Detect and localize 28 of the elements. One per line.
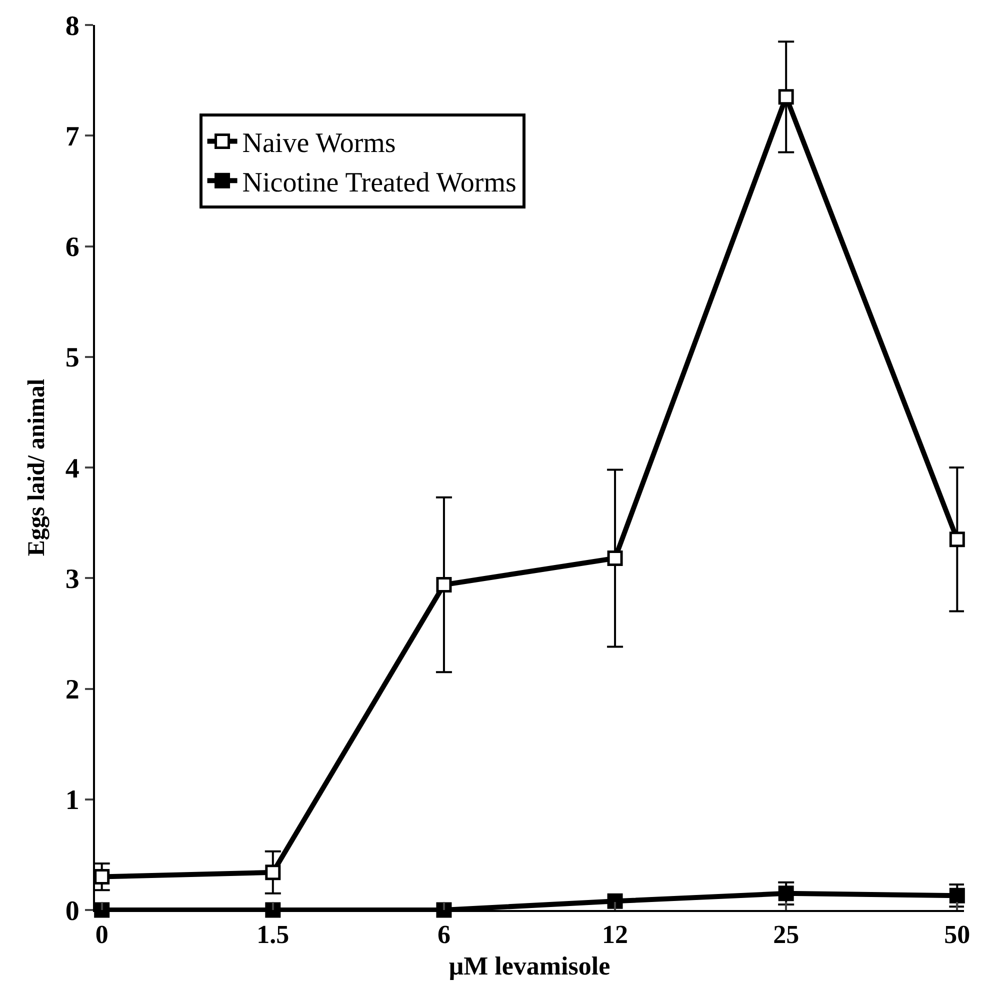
- y-tick-label: 7: [65, 121, 80, 152]
- x-tick-label: 6: [437, 920, 450, 950]
- point: [949, 888, 965, 904]
- y-tick-label: 2: [65, 674, 80, 706]
- point: [436, 577, 452, 593]
- legend-label: Naive Worms: [242, 128, 396, 160]
- y-tick-label: 4: [65, 453, 80, 484]
- x-tick-label: 25: [773, 920, 800, 950]
- y-tick-label: 3: [65, 564, 80, 595]
- point: [607, 550, 623, 566]
- point: [607, 893, 623, 909]
- y-tick-label: 5: [65, 342, 80, 374]
- y-tick-label: 1: [65, 785, 80, 816]
- point: [778, 886, 794, 902]
- point: [778, 89, 794, 105]
- x-tick-label: 1.5: [256, 920, 290, 950]
- point: [949, 532, 965, 548]
- x-axis-title: μM levamisole: [448, 951, 610, 980]
- point: [265, 864, 281, 880]
- x-tick-label: 0: [95, 920, 108, 950]
- y-tick-label: 8: [65, 10, 80, 42]
- legend-label: Nicotine Treated Worms: [242, 168, 516, 199]
- y-tick-label: 6: [65, 232, 80, 264]
- point: [94, 869, 110, 885]
- y-tick-label: 0: [65, 896, 80, 927]
- x-tick-label: 12: [602, 920, 628, 950]
- x-tick-label: 50: [944, 920, 970, 950]
- y-axis-title: Eggs laid/ animal: [24, 378, 50, 556]
